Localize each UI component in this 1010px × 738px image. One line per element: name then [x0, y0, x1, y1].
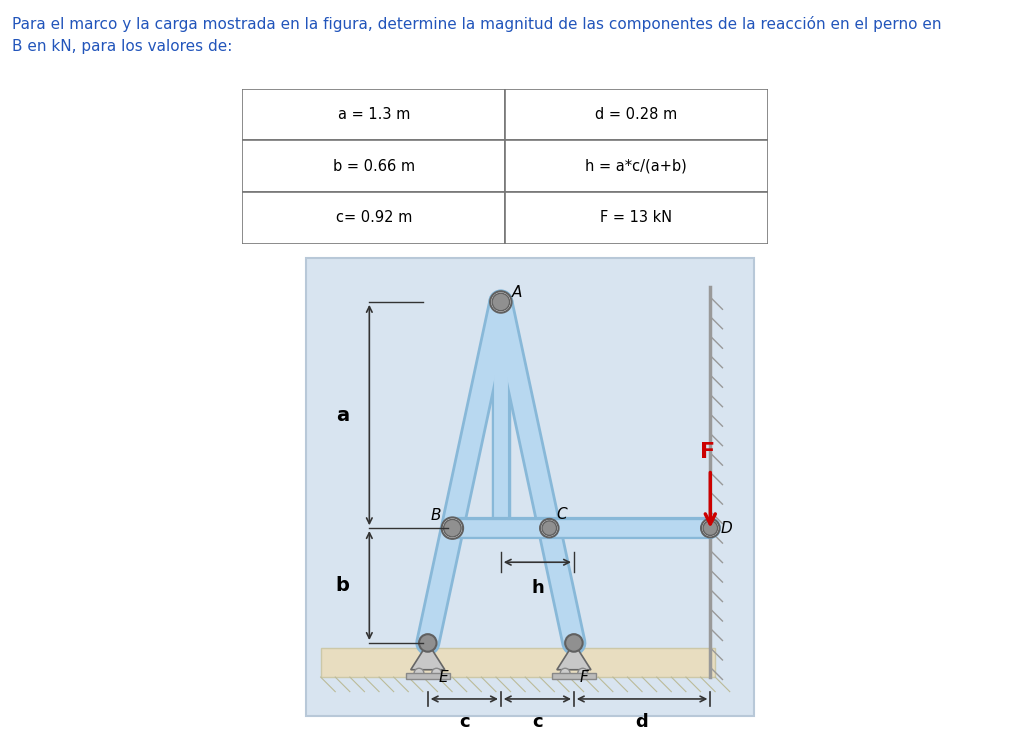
Text: h = a*c/(a+b): h = a*c/(a+b)	[586, 159, 687, 173]
Text: a: a	[336, 406, 349, 424]
Circle shape	[431, 669, 441, 678]
Circle shape	[443, 520, 462, 537]
Text: F = 13 kN: F = 13 kN	[600, 210, 673, 225]
Text: a = 1.3 m: a = 1.3 m	[337, 107, 410, 122]
Bar	[242, 192, 505, 244]
Text: B: B	[430, 508, 441, 523]
Text: Para el marco y la carga mostrada en la figura, determine la magnitud de las com: Para el marco y la carga mostrada en la …	[12, 16, 941, 54]
Bar	[406, 673, 449, 680]
Circle shape	[419, 634, 436, 652]
Bar	[505, 192, 768, 244]
Bar	[505, 140, 768, 192]
Circle shape	[578, 669, 588, 678]
Bar	[320, 648, 715, 677]
Circle shape	[542, 521, 557, 536]
Circle shape	[540, 519, 559, 537]
Bar	[552, 673, 596, 680]
Bar	[242, 140, 505, 192]
Polygon shape	[411, 643, 444, 670]
Text: d = 0.28 m: d = 0.28 m	[595, 107, 678, 122]
Polygon shape	[557, 643, 591, 670]
Text: D: D	[721, 520, 733, 536]
Text: F: F	[700, 442, 715, 463]
Text: C: C	[557, 507, 568, 523]
Text: c: c	[459, 713, 470, 731]
Circle shape	[703, 521, 717, 536]
Text: A: A	[511, 285, 522, 300]
Circle shape	[492, 293, 510, 311]
Circle shape	[441, 517, 464, 539]
Text: b = 0.66 m: b = 0.66 m	[332, 159, 415, 173]
Text: E: E	[438, 670, 448, 685]
Bar	[242, 89, 505, 140]
Text: d: d	[635, 713, 648, 731]
Text: c= 0.92 m: c= 0.92 m	[335, 210, 412, 225]
Text: b: b	[335, 576, 349, 595]
Bar	[505, 89, 768, 140]
Circle shape	[561, 669, 570, 678]
Circle shape	[701, 519, 719, 537]
Text: F: F	[580, 670, 589, 685]
Circle shape	[414, 669, 424, 678]
Circle shape	[566, 634, 583, 652]
Text: c: c	[532, 713, 542, 731]
Circle shape	[490, 292, 511, 313]
Text: h: h	[531, 579, 543, 597]
